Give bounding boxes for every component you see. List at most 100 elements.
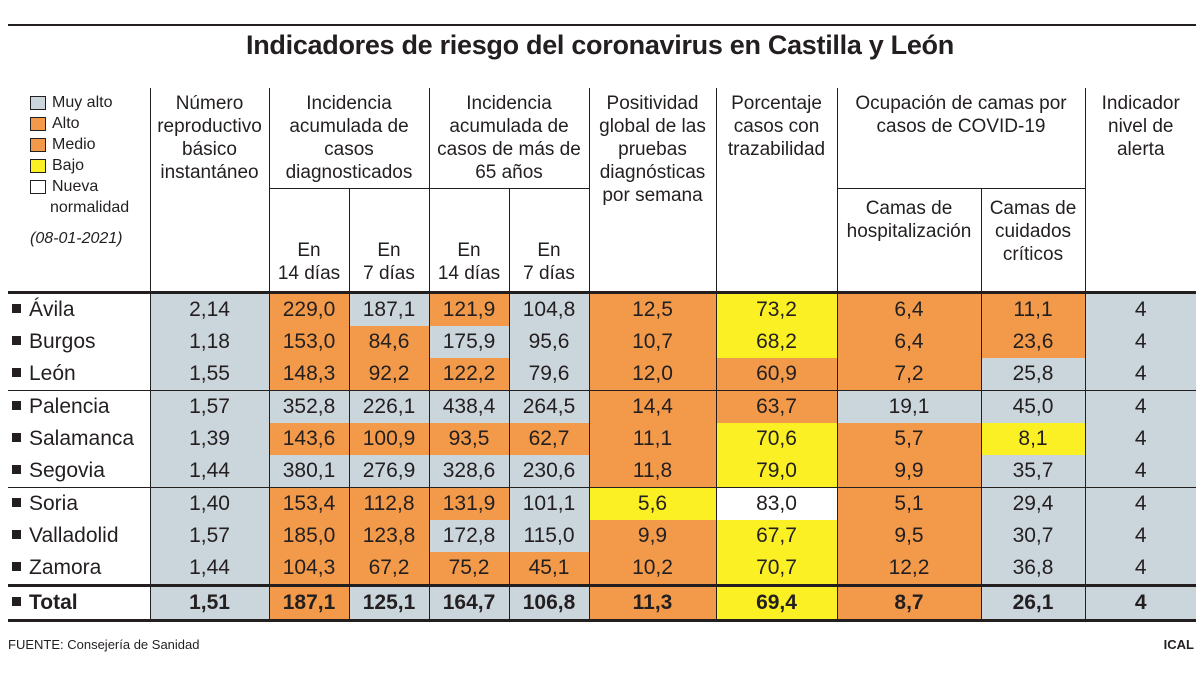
table-cell: 380,1 bbox=[269, 455, 350, 488]
table-cell: 5,7 bbox=[837, 423, 982, 455]
row-bullet bbox=[12, 561, 21, 571]
table-cell: 264,5 bbox=[509, 390, 590, 423]
legend-swatch bbox=[30, 95, 46, 110]
header-ia-14-line2: 14 días bbox=[277, 263, 341, 284]
table-cell: 67,2 bbox=[349, 552, 430, 586]
row-label: Soria bbox=[8, 487, 151, 520]
table-cell: 112,8 bbox=[349, 487, 430, 520]
header-trazabilidad: Porcentaje casos con trazabilidad bbox=[716, 88, 838, 293]
table-cell: 30,7 bbox=[981, 520, 1086, 552]
row-bullet bbox=[12, 464, 21, 474]
table-cell: 187,1 bbox=[269, 584, 350, 622]
table-cell: 70,6 bbox=[716, 423, 838, 455]
table-cell: 172,8 bbox=[429, 520, 510, 552]
table-cell: 4 bbox=[1085, 423, 1196, 455]
table-cell: 153,0 bbox=[269, 326, 350, 358]
table-cell: 11,3 bbox=[589, 584, 717, 622]
legend-date: (08-01-2021) bbox=[30, 230, 123, 247]
table-cell: 101,1 bbox=[509, 487, 590, 520]
table-cell: 352,8 bbox=[269, 390, 350, 423]
source-note: FUENTE: Consejería de Sanidad bbox=[8, 637, 200, 652]
legend-label-continued: normalidad bbox=[50, 199, 130, 216]
header-ia-7-line2: 7 días bbox=[363, 263, 415, 284]
table-cell: 115,0 bbox=[509, 520, 590, 552]
legend-item: Muy alto bbox=[30, 92, 148, 113]
table-cell: 9,5 bbox=[837, 520, 982, 552]
header-ia65-7-line1: En bbox=[537, 240, 561, 261]
table-cell: 4 bbox=[1085, 487, 1196, 520]
table-cell: 175,9 bbox=[429, 326, 510, 358]
table-cell: 4 bbox=[1085, 552, 1196, 586]
table-cell: 75,2 bbox=[429, 552, 510, 586]
header-camas-hospitalizacion: Camas de hospitalización bbox=[837, 188, 982, 293]
legend-item: Nueva bbox=[30, 176, 148, 197]
agency-credit: ICAL bbox=[1163, 637, 1194, 652]
legend-label: Bajo bbox=[52, 157, 85, 174]
header-ia-14-dias: En 14 días bbox=[269, 188, 350, 293]
table-cell: 69,4 bbox=[716, 584, 838, 622]
legend-swatch bbox=[30, 179, 46, 194]
table-cell: 106,8 bbox=[509, 584, 590, 622]
table-cell: 9,9 bbox=[589, 520, 717, 552]
table-cell: 1,57 bbox=[150, 520, 270, 552]
table-cell: 11,1 bbox=[981, 291, 1086, 326]
table-row-total: Total 1,51 187,1 125,1 164,7 106,8 11,3 69,4 8,7… bbox=[8, 584, 1196, 622]
header-ia65-14-line1: En bbox=[457, 240, 481, 261]
row-label: Valladolid bbox=[8, 520, 151, 552]
header-ia65-7-line2: 7 días bbox=[523, 263, 575, 284]
table-cell: 10,7 bbox=[589, 326, 717, 358]
table-cell: 123,8 bbox=[349, 520, 430, 552]
table-cell: 93,5 bbox=[429, 423, 510, 455]
table-cell: 1,39 bbox=[150, 423, 270, 455]
table-cell: 143,6 bbox=[269, 423, 350, 455]
header-ia65-14-line2: 14 días bbox=[437, 263, 501, 284]
table-cell: 68,2 bbox=[716, 326, 838, 358]
row-bullet bbox=[12, 529, 21, 539]
table-cell: 29,4 bbox=[981, 487, 1086, 520]
table-cell: 84,6 bbox=[349, 326, 430, 358]
table-cell: 121,9 bbox=[429, 291, 510, 326]
header-ia65-14-dias: En 14 días bbox=[429, 188, 510, 293]
header-ia65-7-dias: En 7 días bbox=[509, 188, 590, 293]
table-cell: 226,1 bbox=[349, 390, 430, 423]
row-name: León bbox=[29, 362, 76, 385]
row-label: Ávila bbox=[8, 291, 151, 326]
table-cell: 104,8 bbox=[509, 291, 590, 326]
table-cell: 438,4 bbox=[429, 390, 510, 423]
table-cell: 92,2 bbox=[349, 358, 430, 391]
row-name: Palencia bbox=[29, 395, 110, 418]
row-name: Valladolid bbox=[29, 524, 119, 547]
legend-item: Medio bbox=[30, 134, 148, 155]
header-ia-7-dias: En 7 días bbox=[349, 188, 430, 293]
row-bullet bbox=[12, 596, 21, 606]
header-ia-14-line1: En bbox=[297, 240, 321, 261]
table-cell: 1,44 bbox=[150, 455, 270, 488]
row-name: Burgos bbox=[29, 330, 96, 353]
risk-indicators-table: Muy alto Alto Medio Bajo Nueva normalida… bbox=[8, 88, 1196, 622]
table-cell: 73,2 bbox=[716, 291, 838, 326]
table-cell: 229,0 bbox=[269, 291, 350, 326]
table-cell: 23,6 bbox=[981, 326, 1086, 358]
legend-label: Muy alto bbox=[52, 94, 113, 111]
row-label: Zamora bbox=[8, 552, 151, 586]
table-cell: 45,0 bbox=[981, 390, 1086, 423]
row-label: Burgos bbox=[8, 326, 151, 358]
legend-item: Alto bbox=[30, 113, 148, 134]
table-cell: 5,1 bbox=[837, 487, 982, 520]
legend-swatch bbox=[30, 137, 46, 152]
row-name: Ávila bbox=[29, 298, 75, 321]
table-cell: 12,5 bbox=[589, 291, 717, 326]
row-label: Total bbox=[8, 584, 151, 622]
table-cell: 70,7 bbox=[716, 552, 838, 586]
table-cell: 153,4 bbox=[269, 487, 350, 520]
table-cell: 12,2 bbox=[837, 552, 982, 586]
table-cell: 7,2 bbox=[837, 358, 982, 391]
table-cell: 125,1 bbox=[349, 584, 430, 622]
table-cell: 10,2 bbox=[589, 552, 717, 586]
table-body: Ávila 2,14 229,0 187,1 121,9 104,8 12,5 73,2 6,4… bbox=[8, 291, 1196, 622]
top-rule bbox=[8, 24, 1196, 26]
legend-label: Alto bbox=[52, 115, 80, 132]
table-cell: 4 bbox=[1085, 291, 1196, 326]
table-cell: 4 bbox=[1085, 326, 1196, 358]
table-cell: 131,9 bbox=[429, 487, 510, 520]
